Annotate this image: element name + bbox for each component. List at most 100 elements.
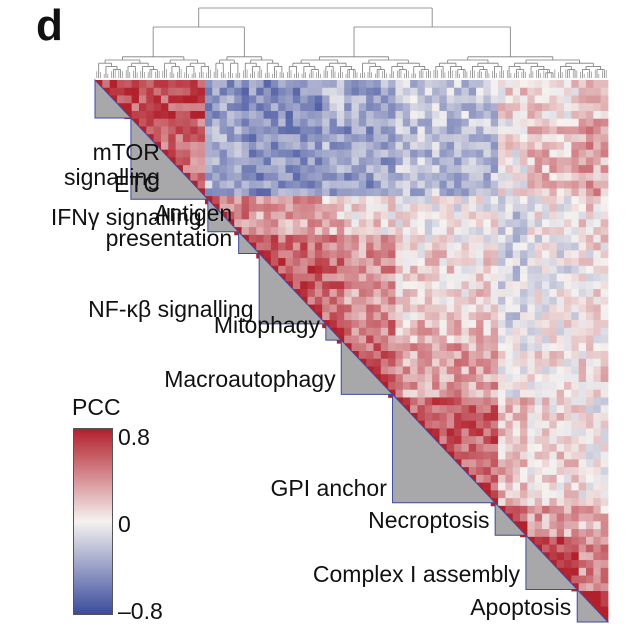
heatmap-cell bbox=[571, 490, 580, 499]
heatmap-cell bbox=[505, 443, 514, 453]
heatmap-cell bbox=[402, 366, 411, 375]
heatmap-cell bbox=[498, 312, 506, 321]
heatmap-cell bbox=[586, 560, 594, 569]
heatmap-cell bbox=[549, 366, 558, 375]
heatmap-cell bbox=[490, 203, 499, 213]
heatmap-cell bbox=[468, 165, 477, 174]
heatmap-cell bbox=[454, 134, 462, 143]
heatmap-cell bbox=[476, 87, 484, 96]
heatmap-cell bbox=[351, 180, 360, 189]
heatmap-cell bbox=[505, 95, 514, 104]
heatmap-cell bbox=[534, 428, 543, 437]
heatmap-cell bbox=[483, 126, 492, 135]
heatmap-cell bbox=[490, 312, 499, 321]
heatmap-cell bbox=[417, 412, 426, 422]
heatmap-cell bbox=[270, 110, 279, 120]
heatmap-cell bbox=[498, 320, 506, 329]
heatmap-cell bbox=[388, 95, 396, 104]
heatmap-cell bbox=[256, 227, 264, 236]
heatmap-cell bbox=[432, 126, 440, 135]
heatmap-cell bbox=[241, 227, 250, 236]
heatmap-cell bbox=[468, 420, 477, 429]
heatmap-cell bbox=[344, 258, 352, 267]
heatmap-cell bbox=[512, 389, 521, 398]
heatmap-cell bbox=[498, 172, 506, 182]
heatmap-cell bbox=[300, 219, 308, 228]
heatmap-cell bbox=[490, 149, 499, 158]
heatmap-cell bbox=[483, 389, 492, 398]
heatmap-cell bbox=[336, 203, 345, 213]
heatmap-cell bbox=[197, 165, 206, 174]
heatmap-cell bbox=[527, 459, 536, 468]
heatmap-cell bbox=[380, 172, 389, 182]
heatmap-cell bbox=[527, 234, 536, 243]
heatmap-cell bbox=[446, 134, 455, 143]
heatmap-cell bbox=[549, 327, 558, 336]
heatmap-cell bbox=[402, 320, 411, 329]
module-label: IFNγ signalling bbox=[50, 203, 202, 230]
heatmap-cell bbox=[586, 304, 594, 313]
heatmap-cell bbox=[564, 343, 572, 352]
heatmap-cell bbox=[586, 583, 594, 592]
heatmap-cell bbox=[410, 219, 418, 228]
heatmap-cell bbox=[358, 211, 367, 220]
heatmap-cell bbox=[564, 374, 572, 383]
heatmap-cell bbox=[600, 513, 609, 522]
heatmap-cell bbox=[556, 467, 565, 476]
heatmap-cell bbox=[248, 126, 257, 135]
heatmap-cell bbox=[432, 381, 440, 391]
heatmap-cell bbox=[424, 180, 433, 189]
heatmap-cell bbox=[564, 258, 572, 267]
heatmap-cell bbox=[307, 289, 316, 298]
heatmap-cell bbox=[600, 343, 609, 352]
heatmap-cell bbox=[314, 227, 323, 236]
heatmap-cell bbox=[600, 219, 609, 228]
heatmap-cell bbox=[454, 289, 462, 298]
heatmap-cell bbox=[454, 211, 462, 220]
heatmap-cell bbox=[307, 180, 316, 189]
heatmap-cell bbox=[578, 552, 587, 561]
heatmap-cell bbox=[461, 405, 470, 414]
heatmap-cell bbox=[490, 250, 499, 259]
heatmap-cell bbox=[410, 80, 418, 89]
heatmap-cell bbox=[226, 95, 235, 104]
heatmap-cell bbox=[520, 149, 528, 158]
heatmap-cell bbox=[439, 180, 448, 189]
heatmap-cell bbox=[549, 304, 558, 313]
heatmap-cell bbox=[600, 389, 609, 398]
heatmap-cell bbox=[564, 567, 572, 576]
heatmap-cell bbox=[600, 165, 609, 174]
heatmap-cell bbox=[586, 397, 594, 406]
heatmap-cell bbox=[483, 203, 492, 213]
heatmap-cell bbox=[292, 273, 301, 282]
heatmap-cell bbox=[476, 172, 484, 182]
heatmap-cell bbox=[600, 172, 609, 182]
heatmap-cell bbox=[160, 141, 169, 151]
heatmap-cell bbox=[197, 141, 206, 151]
heatmap-cell bbox=[586, 451, 594, 460]
heatmap-cell bbox=[520, 273, 528, 282]
heatmap-cell bbox=[542, 358, 550, 367]
heatmap-cell bbox=[490, 87, 499, 96]
heatmap-cell bbox=[182, 126, 191, 135]
heatmap-cell bbox=[542, 312, 550, 321]
heatmap-cell bbox=[248, 188, 257, 197]
heatmap-cell bbox=[512, 366, 521, 375]
heatmap-cell bbox=[593, 567, 602, 576]
heatmap-cell bbox=[241, 80, 250, 89]
heatmap-cell bbox=[138, 80, 147, 89]
heatmap-cell bbox=[424, 312, 433, 321]
heatmap-cell bbox=[534, 265, 543, 274]
heatmap-cell bbox=[468, 428, 477, 437]
heatmap-cell bbox=[461, 149, 470, 158]
heatmap-cell bbox=[263, 149, 272, 158]
heatmap-cell bbox=[351, 126, 360, 135]
heatmap-cell bbox=[476, 474, 484, 484]
heatmap-cell bbox=[270, 103, 279, 112]
heatmap-cell bbox=[505, 234, 514, 243]
heatmap-cell bbox=[556, 443, 565, 453]
heatmap-cell bbox=[402, 103, 411, 112]
heatmap-cell bbox=[512, 265, 521, 274]
heatmap-cell bbox=[593, 203, 602, 213]
heatmap-cell bbox=[329, 234, 338, 243]
